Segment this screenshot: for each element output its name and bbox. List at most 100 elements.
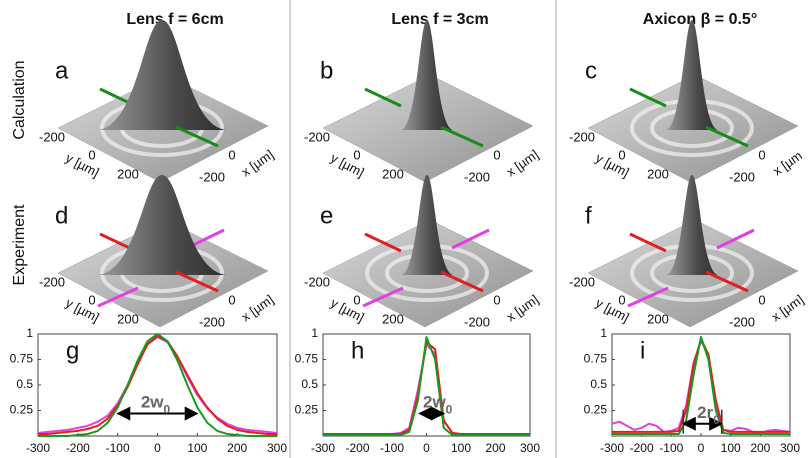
y-tick-label: 0 <box>618 292 625 307</box>
cut-line <box>440 270 484 293</box>
y-axis-label: y [µm] <box>593 295 632 325</box>
x-tick-label: 200 <box>750 441 770 455</box>
x-tick-label: 0 <box>228 147 235 162</box>
x-tick-label: -200 <box>729 314 755 329</box>
x-tick-label: -200 <box>199 314 225 329</box>
x-tick-label: 0 <box>154 441 161 455</box>
x-axis-label: x [µm] <box>503 147 541 180</box>
width-label: 2w0 <box>141 393 171 417</box>
y-tick-label: 0.25 <box>10 403 34 417</box>
y-tick-label: 0.5 <box>16 377 33 391</box>
peak <box>401 20 453 130</box>
y-tick-label: 200 <box>382 311 404 326</box>
x-tick-label: -200 <box>464 314 490 329</box>
x-tick-label: -300 <box>600 441 624 455</box>
x-axis-label: x [µm] <box>768 292 806 325</box>
x-tick-label: -100 <box>380 441 404 455</box>
y-tick-label: 200 <box>117 166 139 181</box>
y-tick-label: 200 <box>382 166 404 181</box>
y-tick-label: 0.25 <box>584 403 608 417</box>
cut-line <box>364 87 402 108</box>
y-tick-label: 200 <box>647 166 669 181</box>
y-axis-label: y [µm] <box>328 295 367 325</box>
x-tick-label: 0 <box>493 292 500 307</box>
panel-letter: c <box>585 57 597 84</box>
y-tick-label: 1 <box>311 326 318 340</box>
width-label-main: 2r <box>697 403 713 422</box>
y-tick-label: -200 <box>304 129 330 144</box>
cut-line <box>627 286 669 308</box>
panel-letter: h <box>351 337 364 364</box>
column-title: Lens f = 3cm <box>391 11 488 28</box>
y-axis-label: y [µm] <box>63 150 102 180</box>
x-tick-label: -300 <box>311 441 335 455</box>
x-tick-label: 100 <box>187 441 207 455</box>
width-label: 2w0 <box>423 393 453 417</box>
x-tick-label: 0 <box>758 292 765 307</box>
y-axis-label: y [µm] <box>63 295 102 325</box>
peak <box>98 20 226 130</box>
x-tick-label: -100 <box>106 441 130 455</box>
x-tick-label: -200 <box>345 441 369 455</box>
y-tick-label: -200 <box>39 129 65 144</box>
y-tick-label: 200 <box>647 311 669 326</box>
y-tick-label: -200 <box>304 274 330 289</box>
y-tick-label: 0 <box>353 147 360 162</box>
panel-letter: e <box>320 202 333 229</box>
y-tick-label: 0.75 <box>10 352 34 366</box>
x-axis-label: x [µm] <box>238 147 276 180</box>
y-tick-label: 0.75 <box>584 352 608 366</box>
cut-line <box>362 286 404 308</box>
peak <box>666 20 718 130</box>
cut-line <box>175 270 219 293</box>
profile-line <box>323 336 530 436</box>
x-tick-label: -200 <box>729 169 755 184</box>
profile-line <box>38 335 277 435</box>
cut-line <box>629 232 667 253</box>
y-tick-label: -200 <box>39 274 65 289</box>
x-tick-label: 200 <box>485 441 505 455</box>
profile-charts: 0.250.50.751-300 -200 -100 0 100 200 3002w0g0.… <box>10 326 801 455</box>
cut-line <box>440 125 484 148</box>
x-tick-label: -200 <box>630 441 654 455</box>
y-tick-label: 0.5 <box>590 377 607 391</box>
y-tick-label: 0.5 <box>301 377 318 391</box>
width-label-sub: 0 <box>446 403 453 417</box>
x-tick-label: 0 <box>698 441 705 455</box>
y-tick-label: -200 <box>569 274 595 289</box>
panel-letter: g <box>66 337 79 364</box>
width-label-main: 2w <box>141 393 164 412</box>
y-tick-label: 1 <box>600 326 607 340</box>
panel-letter: d <box>55 202 68 229</box>
cut-line <box>705 270 749 293</box>
x-axis-label: x [µm] <box>503 292 541 325</box>
x-tick-label: 300 <box>780 441 800 455</box>
x-tick-label: -200 <box>464 169 490 184</box>
x-tick-label: 0 <box>758 147 765 162</box>
x-tick-label: 100 <box>451 441 471 455</box>
x-tick-label: -300 <box>26 441 50 455</box>
cut-line <box>175 125 219 148</box>
panel-letter: a <box>55 57 69 84</box>
width-label-main: 2w <box>423 393 446 412</box>
x-tick-label: -200 <box>66 441 90 455</box>
y-tick-label: 0 <box>353 292 360 307</box>
cut-line <box>364 232 402 253</box>
y-tick-label: 0.75 <box>295 352 319 366</box>
y-tick-label: 0 <box>88 292 95 307</box>
profile-line <box>38 333 277 437</box>
y-tick-label: 0 <box>618 147 625 162</box>
x-tick-label: 0 <box>423 441 430 455</box>
cut-line <box>97 286 139 308</box>
peak <box>666 175 718 275</box>
y-tick-label: 1 <box>26 326 33 340</box>
width-label: 2r0 <box>697 403 720 427</box>
width-label-sub: 0 <box>713 413 720 427</box>
column-title: Lens f = 6cm <box>126 11 223 28</box>
cut-line <box>451 228 490 250</box>
panel-letter: b <box>320 57 333 84</box>
y-tick-label: 0.25 <box>295 403 319 417</box>
x-tick-label: -100 <box>659 441 683 455</box>
